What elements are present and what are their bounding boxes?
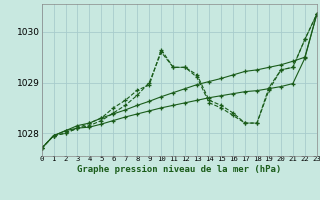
X-axis label: Graphe pression niveau de la mer (hPa): Graphe pression niveau de la mer (hPa) xyxy=(77,165,281,174)
